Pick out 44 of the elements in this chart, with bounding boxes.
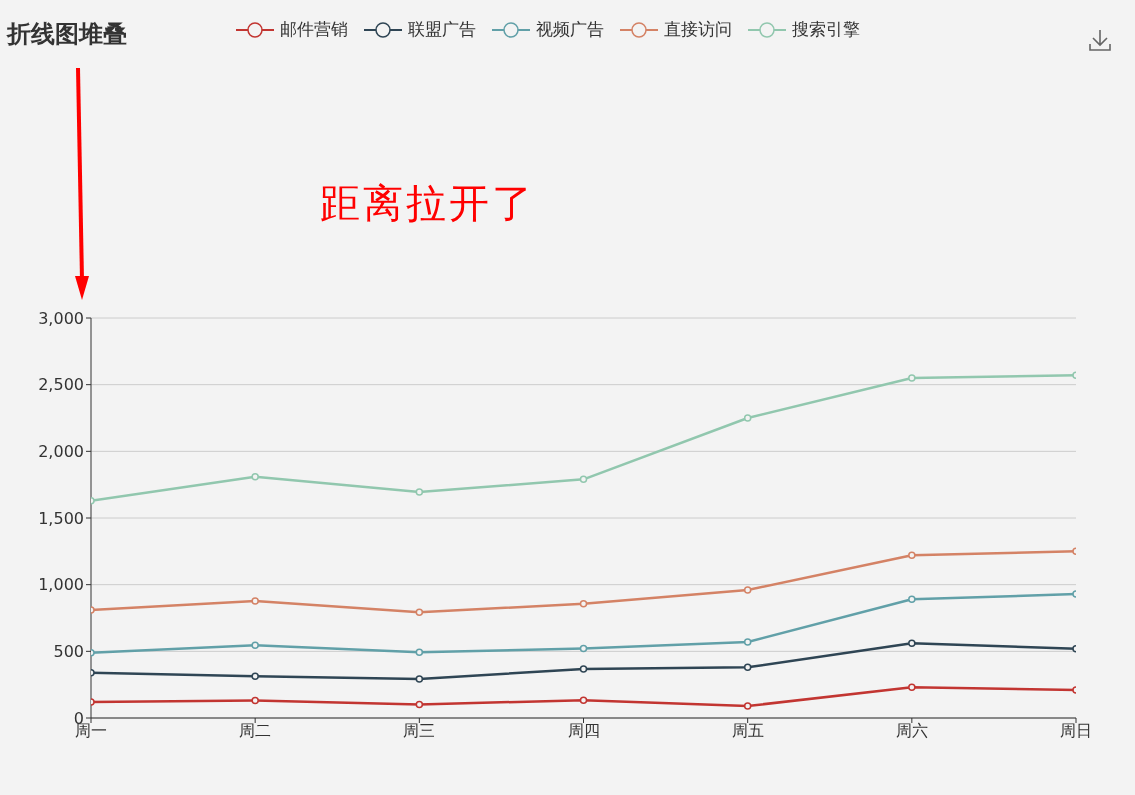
y-tick-label: 3,000 [38,308,84,328]
x-tick-label: 周三 [403,721,436,741]
x-tick-label: 周六 [895,721,928,741]
point [579,600,588,608]
point [908,551,916,560]
point [579,644,588,653]
legend-label: 视频广告 [536,18,604,41]
point [251,696,259,705]
point [579,696,588,704]
point [415,675,424,683]
point [251,641,259,649]
point [743,586,752,594]
point [251,472,259,481]
point [251,597,259,605]
point [251,672,259,680]
x-tick-label: 周四 [567,721,600,741]
y-tick-label: 2,000 [38,442,84,462]
point [908,374,916,382]
chart-title: 折线图堆叠 [7,19,127,50]
point [415,700,424,709]
legend-label: 直接访问 [664,18,732,41]
point [415,648,424,657]
legend-label: 邮件营销 [280,18,348,41]
point [579,475,588,484]
y-tick-label: 2,500 [38,375,84,395]
x-tick-label: 周五 [731,721,764,741]
point [908,639,916,648]
y-tick-label: 500 [53,642,84,662]
point [908,683,916,692]
point [908,595,916,604]
legend-label: 搜索引擎 [792,18,860,41]
point [579,665,588,673]
text: 距离拉开了 [320,179,535,228]
point [415,488,424,496]
x-tick-label: 周二 [239,721,272,741]
x-tick-label: 周日 [1060,721,1092,741]
point [415,608,424,616]
point [743,663,752,672]
point [743,638,752,646]
y-tick-label: 1,000 [38,575,84,595]
point [743,414,752,422]
legend-label: 联盟广告 [408,18,476,41]
y-tick-label: 1,500 [38,508,84,528]
point [743,702,752,710]
